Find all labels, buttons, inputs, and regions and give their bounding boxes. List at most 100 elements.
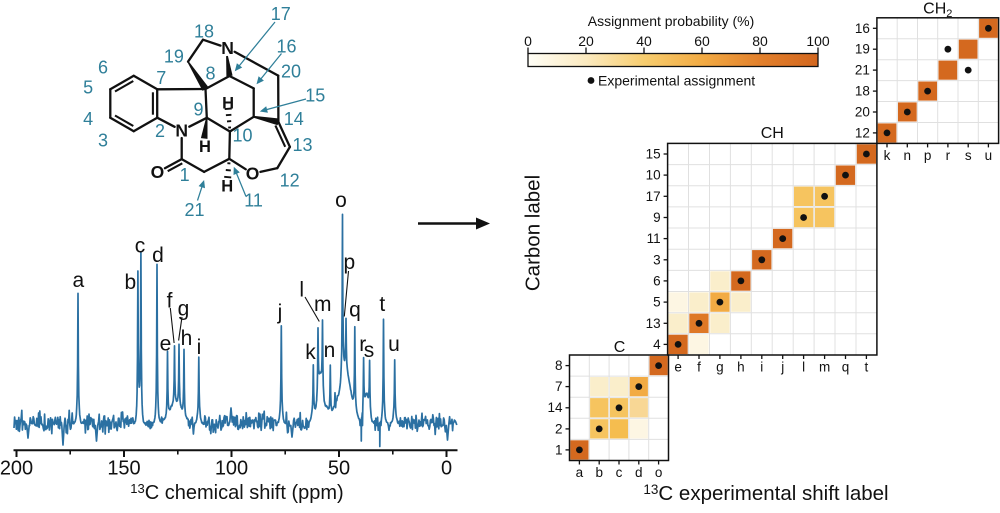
svg-text:H: H xyxy=(221,178,233,196)
svg-text:21: 21 xyxy=(184,200,204,220)
svg-text:10: 10 xyxy=(646,168,661,183)
svg-text:m: m xyxy=(314,293,332,316)
svg-text:17: 17 xyxy=(271,4,291,24)
svg-text:2: 2 xyxy=(155,121,165,141)
svg-text:i: i xyxy=(197,336,202,359)
svg-text:20: 20 xyxy=(281,61,301,81)
svg-text:20: 20 xyxy=(855,105,870,120)
svg-text:6: 6 xyxy=(653,273,661,288)
svg-text:i: i xyxy=(760,360,763,375)
svg-text:r: r xyxy=(946,148,951,163)
svg-text:19: 19 xyxy=(164,47,184,67)
svg-text:50: 50 xyxy=(328,458,350,480)
svg-text:N: N xyxy=(221,38,234,58)
svg-text:c: c xyxy=(135,235,146,258)
svg-text:17: 17 xyxy=(646,189,661,204)
svg-text:h: h xyxy=(181,327,193,350)
svg-text:20: 20 xyxy=(578,33,594,49)
svg-text:60: 60 xyxy=(694,33,710,49)
svg-text:Experimental assignment: Experimental assignment xyxy=(598,73,755,89)
svg-text:150: 150 xyxy=(107,458,140,480)
svg-text:21: 21 xyxy=(855,63,870,78)
svg-text:p: p xyxy=(924,148,932,163)
svg-text:Assignment probability (%): Assignment probability (%) xyxy=(588,13,755,29)
svg-text:0: 0 xyxy=(524,33,532,49)
svg-text:14: 14 xyxy=(547,400,563,415)
svg-text:100: 100 xyxy=(215,458,248,480)
svg-text:f: f xyxy=(697,360,701,375)
svg-text:9: 9 xyxy=(193,99,203,119)
svg-text:18: 18 xyxy=(855,84,870,99)
svg-text:C: C xyxy=(614,339,626,356)
svg-text:e: e xyxy=(674,360,682,375)
svg-text:16: 16 xyxy=(276,36,296,56)
svg-text:100: 100 xyxy=(806,33,830,49)
svg-text:O: O xyxy=(151,162,165,182)
svg-text:g: g xyxy=(178,298,190,321)
svg-text:a: a xyxy=(73,269,85,292)
svg-text:200: 200 xyxy=(0,458,33,480)
svg-text:j: j xyxy=(277,301,283,324)
svg-text:n: n xyxy=(904,148,912,163)
svg-text:u: u xyxy=(388,333,400,356)
svg-text:8: 8 xyxy=(205,63,215,83)
svg-text:H: H xyxy=(199,138,211,156)
svg-text:b: b xyxy=(595,465,603,480)
svg-text:2: 2 xyxy=(555,421,563,436)
svg-text:o: o xyxy=(655,465,663,480)
svg-text:t: t xyxy=(379,293,385,316)
svg-text:13: 13 xyxy=(292,135,312,155)
svg-text:q: q xyxy=(842,360,850,375)
svg-text:11: 11 xyxy=(244,190,263,210)
svg-text:1: 1 xyxy=(180,165,190,185)
svg-text:CH: CH xyxy=(761,125,784,142)
svg-text:u: u xyxy=(985,148,993,163)
svg-text:13C chemical shift (ppm): 13C chemical shift (ppm) xyxy=(130,481,343,504)
svg-text:O: O xyxy=(246,164,260,184)
svg-text:15: 15 xyxy=(646,147,661,162)
svg-text:14: 14 xyxy=(284,109,304,129)
svg-text:4: 4 xyxy=(83,109,93,129)
svg-text:k: k xyxy=(884,148,891,163)
svg-text:h: h xyxy=(737,360,745,375)
svg-text:13C experimental shift label: 13C experimental shift label xyxy=(643,482,888,505)
svg-text:3: 3 xyxy=(653,252,661,267)
svg-text:CH2: CH2 xyxy=(923,1,952,21)
svg-text:40: 40 xyxy=(636,33,652,49)
svg-text:c: c xyxy=(616,465,623,480)
svg-text:12: 12 xyxy=(280,170,300,190)
svg-text:9: 9 xyxy=(653,210,661,225)
svg-text:s: s xyxy=(364,339,375,362)
svg-text:o: o xyxy=(335,189,347,212)
svg-text:12: 12 xyxy=(855,125,870,140)
svg-text:d: d xyxy=(152,244,164,267)
svg-text:7: 7 xyxy=(555,379,563,394)
svg-text:1: 1 xyxy=(555,442,563,457)
svg-text:5: 5 xyxy=(653,295,661,310)
svg-text:4: 4 xyxy=(653,337,661,352)
svg-text:s: s xyxy=(965,148,972,163)
svg-text:15: 15 xyxy=(305,85,325,105)
svg-text:80: 80 xyxy=(752,33,768,49)
svg-text:11: 11 xyxy=(647,231,661,246)
svg-text:l: l xyxy=(299,279,304,302)
svg-text:g: g xyxy=(716,360,724,375)
svg-text:7: 7 xyxy=(156,68,166,88)
svg-text:10: 10 xyxy=(232,125,252,145)
svg-text:5: 5 xyxy=(83,77,93,97)
svg-text:13: 13 xyxy=(646,316,661,331)
svg-text:k: k xyxy=(305,341,316,364)
svg-text:f: f xyxy=(167,290,173,313)
svg-text:16: 16 xyxy=(855,21,870,36)
svg-text:q: q xyxy=(349,299,361,322)
svg-text:n: n xyxy=(324,339,336,362)
svg-text:t: t xyxy=(865,360,869,375)
svg-text:0: 0 xyxy=(441,458,452,480)
svg-text:b: b xyxy=(125,271,137,294)
svg-text:3: 3 xyxy=(98,131,108,151)
svg-text:H: H xyxy=(222,95,234,113)
svg-text:e: e xyxy=(160,333,172,356)
svg-text:m: m xyxy=(819,360,830,375)
svg-text:a: a xyxy=(576,465,584,480)
svg-text:l: l xyxy=(802,360,805,375)
